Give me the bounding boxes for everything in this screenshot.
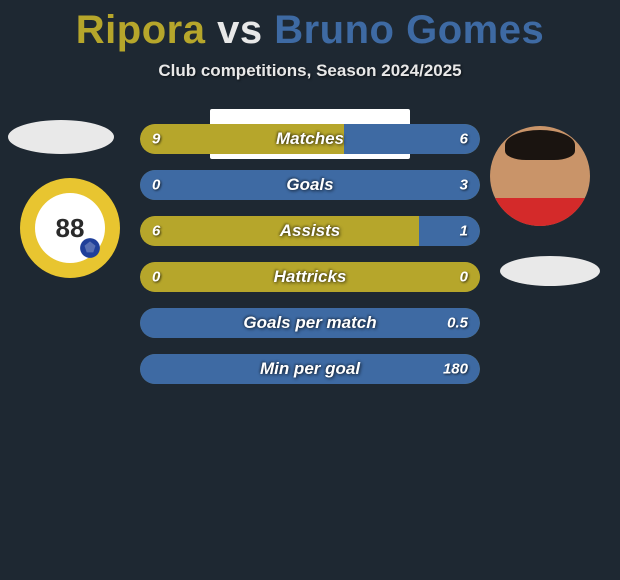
player2-name: Bruno Gomes xyxy=(274,8,544,52)
stat-row: Matches 9 6 xyxy=(140,124,480,154)
stat-row: Hattricks 0 0 xyxy=(140,262,480,292)
stat-value-right: 3 xyxy=(460,177,468,194)
stat-value-left: 9 xyxy=(152,131,160,148)
stat-label: Min per goal xyxy=(260,359,360,379)
player1-platform xyxy=(8,120,114,154)
player1-name: Ripora xyxy=(76,8,206,52)
stat-value-left: 0 xyxy=(152,177,160,194)
vs-text: vs xyxy=(217,8,263,52)
soccer-ball-icon xyxy=(79,237,101,259)
player2-face xyxy=(490,126,590,226)
stat-value-right: 6 xyxy=(460,131,468,148)
stat-row: Goals per match 0.5 xyxy=(140,308,480,338)
stat-label: Goals per match xyxy=(243,313,376,333)
stat-value-right: 0.5 xyxy=(447,315,468,332)
subtitle: Club competitions, Season 2024/2025 xyxy=(0,61,620,81)
player1-crest: 88 xyxy=(20,178,120,278)
stat-row: Min per goal 180 xyxy=(140,354,480,384)
player2-platform xyxy=(500,256,600,286)
stat-value-left: 6 xyxy=(152,223,160,240)
stat-label: Assists xyxy=(280,221,340,241)
stat-value-right: 0 xyxy=(460,269,468,286)
comparison-title: Ripora vs Bruno Gomes xyxy=(0,0,620,53)
stat-value-left: 0 xyxy=(152,269,160,286)
stat-value-right: 180 xyxy=(443,361,468,378)
stat-label: Hattricks xyxy=(274,267,347,287)
stat-value-right: 1 xyxy=(460,223,468,240)
stat-row: Goals 0 3 xyxy=(140,170,480,200)
stat-label: Matches xyxy=(276,129,344,149)
stat-label: Goals xyxy=(286,175,333,195)
stat-bars: Matches96Goals03Assists61Hattricks00Goal… xyxy=(140,124,480,400)
player2-avatar xyxy=(490,126,590,226)
stat-row: Assists 6 1 xyxy=(140,216,480,246)
